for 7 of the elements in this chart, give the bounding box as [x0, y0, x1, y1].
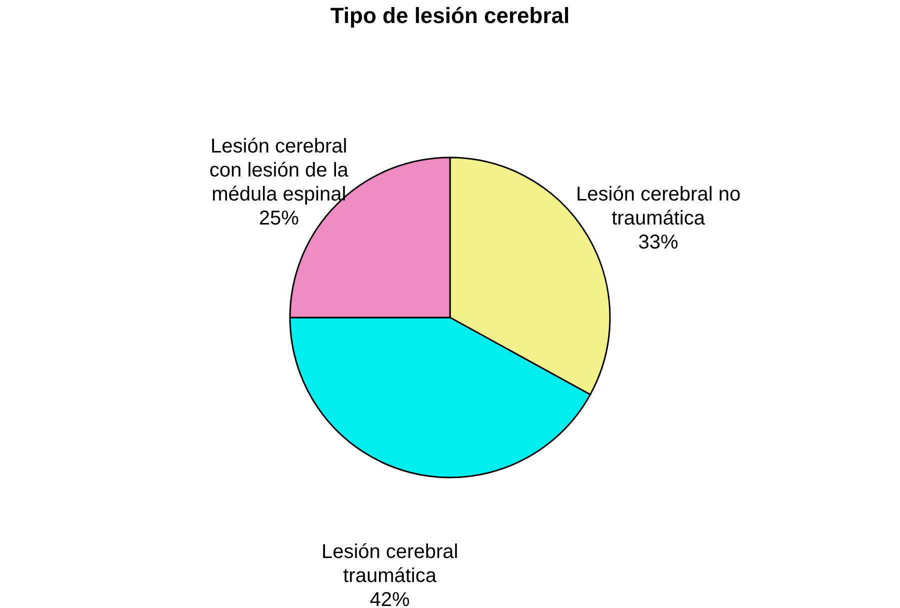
data-label: 42% [370, 588, 410, 608]
slice-label: Lesión cerebral con lesión de la médula espinal [209, 135, 350, 206]
chart-title: Tipo de lesión cerebral [330, 3, 570, 28]
slice-label: Lesión cerebral traumática [321, 540, 458, 587]
data-label: 25% [258, 207, 300, 230]
slice-label: Lesión cerebral no traumática [576, 183, 741, 230]
data-label: 33% [638, 231, 679, 254]
